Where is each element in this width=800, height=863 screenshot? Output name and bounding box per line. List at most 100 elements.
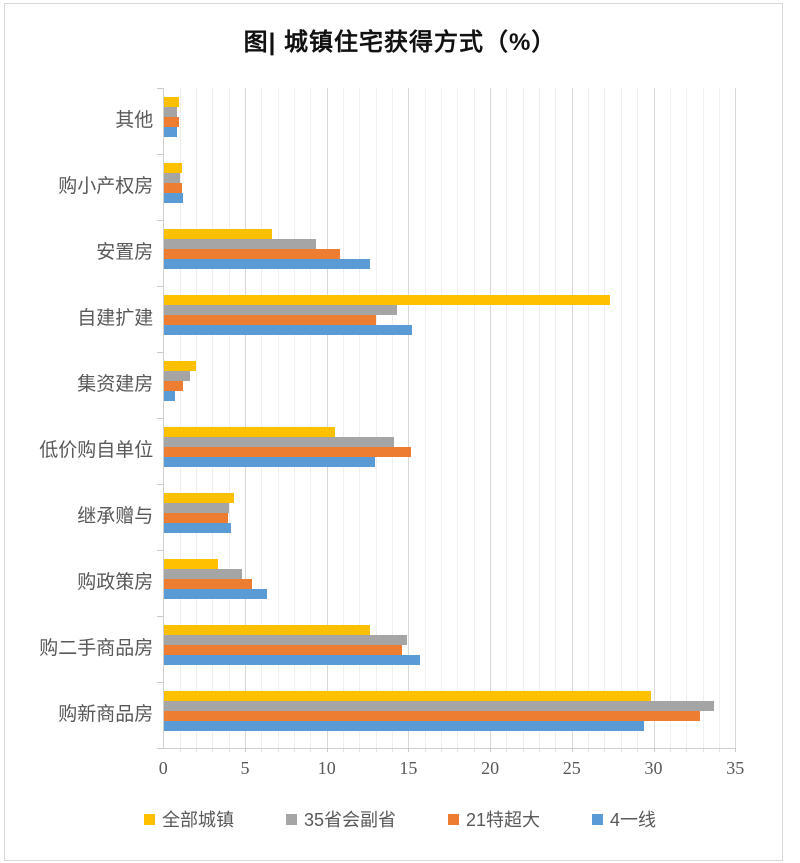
category-label: 集资建房: [77, 374, 154, 395]
category-label: 购新商品房: [58, 704, 154, 725]
category-axis-tick: [157, 484, 164, 485]
category-axis-tick: [157, 88, 164, 89]
x-axis-tick: [212, 748, 214, 752]
category-axis-line: [163, 88, 165, 748]
major-gridline: [326, 88, 328, 748]
minor-gridline: [473, 88, 475, 748]
legend-label: 21特超大: [465, 810, 541, 830]
x-axis-tick: [343, 748, 345, 752]
minor-gridline: [457, 88, 459, 748]
bar-全部城镇: [163, 361, 197, 371]
bar-35省会副省: [163, 239, 316, 249]
bar-4一线: [163, 127, 177, 137]
x-axis-tick: [555, 748, 557, 752]
bar-全部城镇: [163, 97, 179, 107]
bar-全部城镇: [163, 163, 182, 173]
bar-21特超大: [163, 579, 253, 589]
x-axis-tick: [473, 748, 475, 752]
minor-gridline: [294, 88, 296, 748]
legend-swatch-icon: [285, 813, 297, 825]
bar-35省会副省: [163, 701, 715, 711]
x-axis-tick: [669, 748, 671, 752]
category-axis-tick: [157, 220, 164, 221]
category-axis-tick: [157, 748, 164, 749]
bar-21特超大: [163, 447, 411, 457]
x-axis-label: 10: [317, 758, 336, 778]
bar-35省会副省: [163, 635, 408, 645]
category-label: 购二手商品房: [39, 638, 154, 659]
bar-21特超大: [163, 315, 377, 325]
minor-gridline: [359, 88, 361, 748]
major-gridline: [490, 88, 492, 748]
bar-35省会副省: [163, 371, 190, 381]
x-axis-tick: [424, 748, 426, 752]
minor-gridline: [620, 88, 622, 748]
category-axis-tick: [157, 286, 164, 287]
x-axis-tick: [588, 748, 590, 752]
major-gridline: [571, 88, 573, 748]
minor-gridline: [637, 88, 639, 748]
x-axis-tick: [408, 748, 410, 752]
bar-35省会副省: [163, 503, 230, 513]
x-axis-tick: [653, 748, 655, 752]
legend-item: 全部城镇: [143, 806, 234, 832]
x-axis-label: 25: [562, 758, 581, 778]
minor-gridline: [195, 88, 197, 748]
category-label: 继承赠与: [77, 506, 154, 527]
x-axis-label: 15: [399, 758, 418, 778]
bar-全部城镇: [163, 493, 235, 503]
x-axis-tick: [228, 748, 230, 752]
minor-gridline: [604, 88, 606, 748]
value-axis-line: [157, 748, 737, 749]
minor-gridline: [441, 88, 443, 748]
legend-label: 4一线: [610, 810, 657, 830]
x-axis-label: 5: [240, 758, 250, 778]
x-axis-label: 35: [726, 758, 745, 778]
category-axis-tick: [157, 154, 164, 155]
minor-gridline: [424, 88, 426, 748]
category-axis-tick: [157, 418, 164, 419]
x-axis-tick: [522, 748, 524, 752]
x-axis-label: 0: [158, 758, 168, 778]
legend-label: 全部城镇: [161, 810, 234, 830]
x-axis-tick: [604, 748, 606, 752]
legend-item: 21特超大: [447, 806, 541, 832]
bar-4一线: [163, 655, 421, 665]
x-axis-tick: [441, 748, 443, 752]
x-axis-label: 30: [644, 758, 663, 778]
major-gridline: [245, 88, 246, 748]
bar-35省会副省: [163, 569, 243, 579]
x-axis-tick: [195, 748, 197, 752]
bar-21特超大: [163, 513, 228, 523]
category-label: 购政策房: [77, 572, 154, 593]
x-axis-tick: [326, 748, 328, 752]
minor-gridline: [588, 88, 590, 748]
bar-21特超大: [163, 117, 179, 127]
legend-swatch-icon: [143, 813, 155, 825]
x-axis-tick: [392, 748, 394, 752]
category-axis-tick: [157, 682, 164, 683]
bar-35省会副省: [163, 437, 395, 447]
minor-gridline: [375, 88, 377, 748]
bar-21特超大: [163, 711, 700, 721]
category-axis-tick: [157, 616, 164, 617]
legend-swatch-icon: [447, 813, 459, 825]
bar-全部城镇: [163, 295, 610, 305]
bar-4一线: [163, 193, 184, 203]
minor-gridline: [212, 88, 214, 748]
major-gridline: [653, 88, 655, 748]
bar-35省会副省: [163, 305, 398, 315]
x-axis-tick: [375, 748, 377, 752]
bar-4一线: [163, 721, 645, 731]
x-axis-tick: [294, 748, 296, 752]
chart-legend: 全部城镇 35省会副省 21特超大 4一线: [0, 806, 800, 832]
x-axis-tick: [490, 748, 492, 752]
chart-title: 图| 城镇住宅获得方式（%）: [243, 29, 557, 56]
minor-gridline: [539, 88, 541, 748]
legend-item: 35省会副省: [285, 806, 396, 832]
category-label: 自建扩建: [77, 308, 154, 329]
x-axis-tick: [637, 748, 639, 752]
x-axis-tick: [506, 748, 508, 752]
x-axis-tick: [245, 748, 246, 752]
